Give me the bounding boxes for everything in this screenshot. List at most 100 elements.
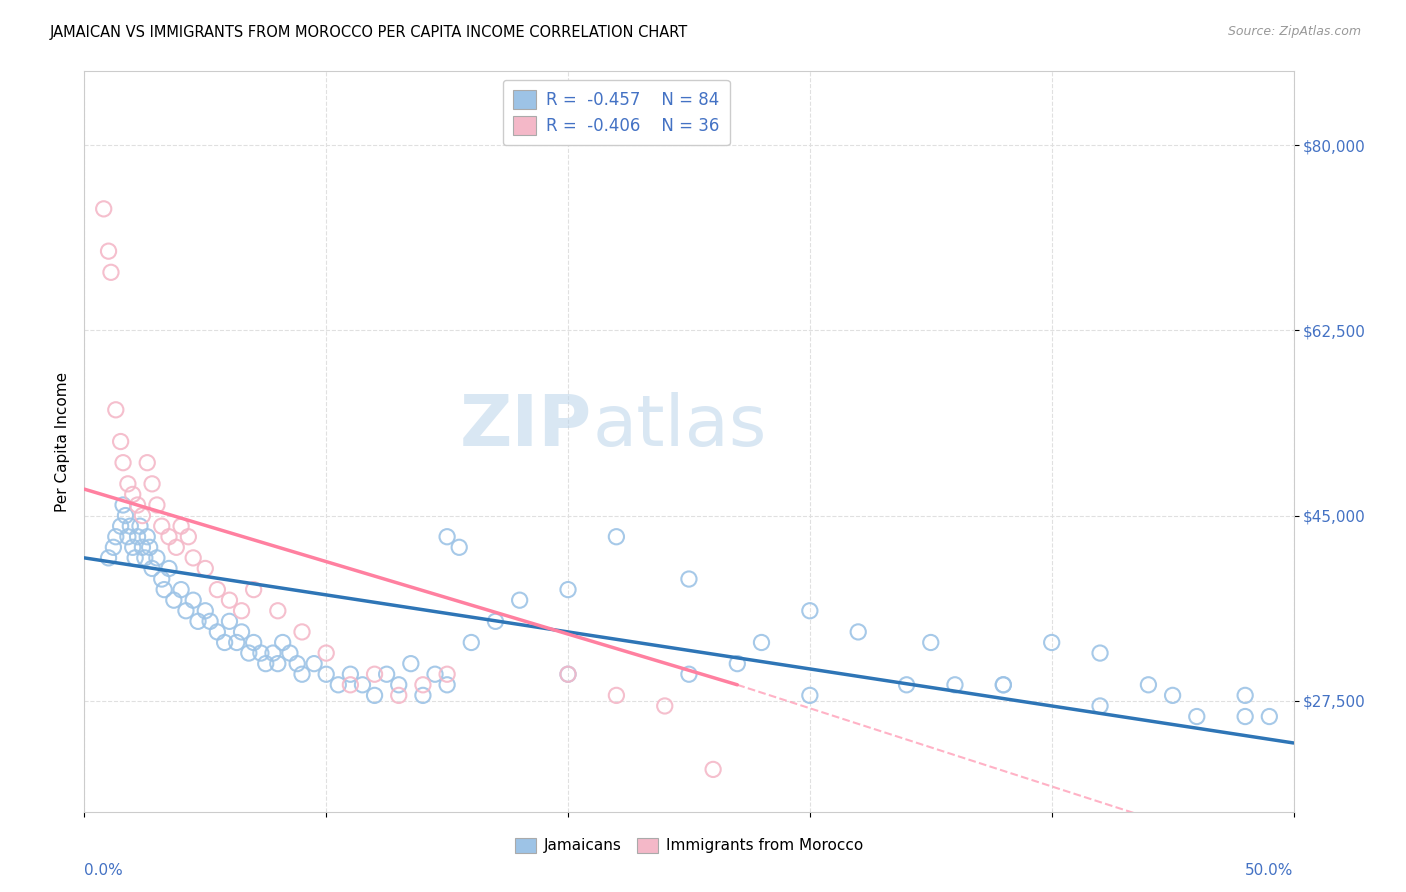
Point <box>121 541 143 555</box>
Point <box>328 678 350 692</box>
Point <box>557 582 579 597</box>
Point <box>1088 646 1111 660</box>
Point <box>153 582 176 597</box>
Point <box>207 582 229 597</box>
Point <box>177 530 200 544</box>
Point <box>157 530 180 544</box>
Y-axis label: Per Capita Income: Per Capita Income <box>55 371 70 512</box>
Point <box>993 678 1015 692</box>
Point <box>187 615 209 629</box>
Point <box>315 667 337 681</box>
Text: JAMAICAN VS IMMIGRANTS FROM MOROCCO PER CAPITA INCOME CORRELATION CHART: JAMAICAN VS IMMIGRANTS FROM MOROCCO PER … <box>49 25 688 40</box>
Point <box>170 582 193 597</box>
Point <box>1185 709 1208 723</box>
Point <box>214 635 236 649</box>
Point <box>993 678 1015 692</box>
Point <box>250 646 273 660</box>
Point <box>920 635 942 649</box>
Point <box>238 646 260 660</box>
Point <box>114 508 136 523</box>
Point <box>1040 635 1063 649</box>
Point <box>141 476 163 491</box>
Point <box>174 604 197 618</box>
Point <box>150 519 173 533</box>
Point <box>146 498 169 512</box>
Point <box>93 202 115 216</box>
Point <box>207 624 229 639</box>
Point <box>449 541 471 555</box>
Point <box>134 550 156 565</box>
Point <box>104 530 127 544</box>
Point <box>267 604 290 618</box>
Point <box>278 646 301 660</box>
Point <box>97 550 120 565</box>
Point <box>285 657 308 671</box>
Point <box>97 244 120 259</box>
Point <box>557 667 579 681</box>
Point <box>194 604 217 618</box>
Point <box>799 689 821 703</box>
Point <box>352 678 374 692</box>
Point <box>436 678 458 692</box>
Point <box>412 678 434 692</box>
Point <box>702 763 724 777</box>
Point <box>1258 709 1281 723</box>
Point <box>124 550 146 565</box>
Point <box>231 624 253 639</box>
Point <box>110 434 132 449</box>
Point <box>388 678 411 692</box>
Point <box>509 593 531 607</box>
Point <box>484 615 506 629</box>
Point <box>131 508 153 523</box>
Point <box>157 561 180 575</box>
Point <box>846 624 869 639</box>
Point <box>315 646 337 660</box>
Text: 0.0%: 0.0% <box>84 863 124 879</box>
Legend: Jamaicans, Immigrants from Morocco: Jamaicans, Immigrants from Morocco <box>509 831 869 860</box>
Point <box>146 550 169 565</box>
Point <box>117 530 139 544</box>
Point <box>339 667 361 681</box>
Point <box>363 689 385 703</box>
Point <box>138 541 160 555</box>
Point <box>605 530 627 544</box>
Point <box>725 657 748 671</box>
Point <box>1161 689 1184 703</box>
Point <box>100 265 122 279</box>
Point <box>460 635 482 649</box>
Point <box>163 593 186 607</box>
Point <box>291 667 314 681</box>
Point <box>104 402 127 417</box>
Point <box>896 678 918 692</box>
Point <box>103 541 125 555</box>
Point <box>112 456 135 470</box>
Point <box>218 593 240 607</box>
Point <box>129 519 152 533</box>
Point <box>412 689 434 703</box>
Point <box>165 541 187 555</box>
Point <box>194 561 217 575</box>
Point <box>242 635 264 649</box>
Point <box>375 667 398 681</box>
Point <box>181 550 204 565</box>
Point <box>1234 689 1257 703</box>
Point <box>262 646 284 660</box>
Point <box>225 635 247 649</box>
Text: Source: ZipAtlas.com: Source: ZipAtlas.com <box>1227 25 1361 38</box>
Text: 50.0%: 50.0% <box>1246 863 1294 879</box>
Point <box>136 530 159 544</box>
Point <box>231 604 253 618</box>
Point <box>127 530 149 544</box>
Point <box>198 615 221 629</box>
Point <box>436 530 458 544</box>
Point <box>1088 698 1111 713</box>
Text: atlas: atlas <box>592 392 766 461</box>
Point <box>363 667 385 681</box>
Point <box>181 593 204 607</box>
Point <box>557 667 579 681</box>
Point <box>291 624 314 639</box>
Point <box>117 476 139 491</box>
Point <box>218 615 240 629</box>
Text: ZIP: ZIP <box>460 392 592 461</box>
Point <box>112 498 135 512</box>
